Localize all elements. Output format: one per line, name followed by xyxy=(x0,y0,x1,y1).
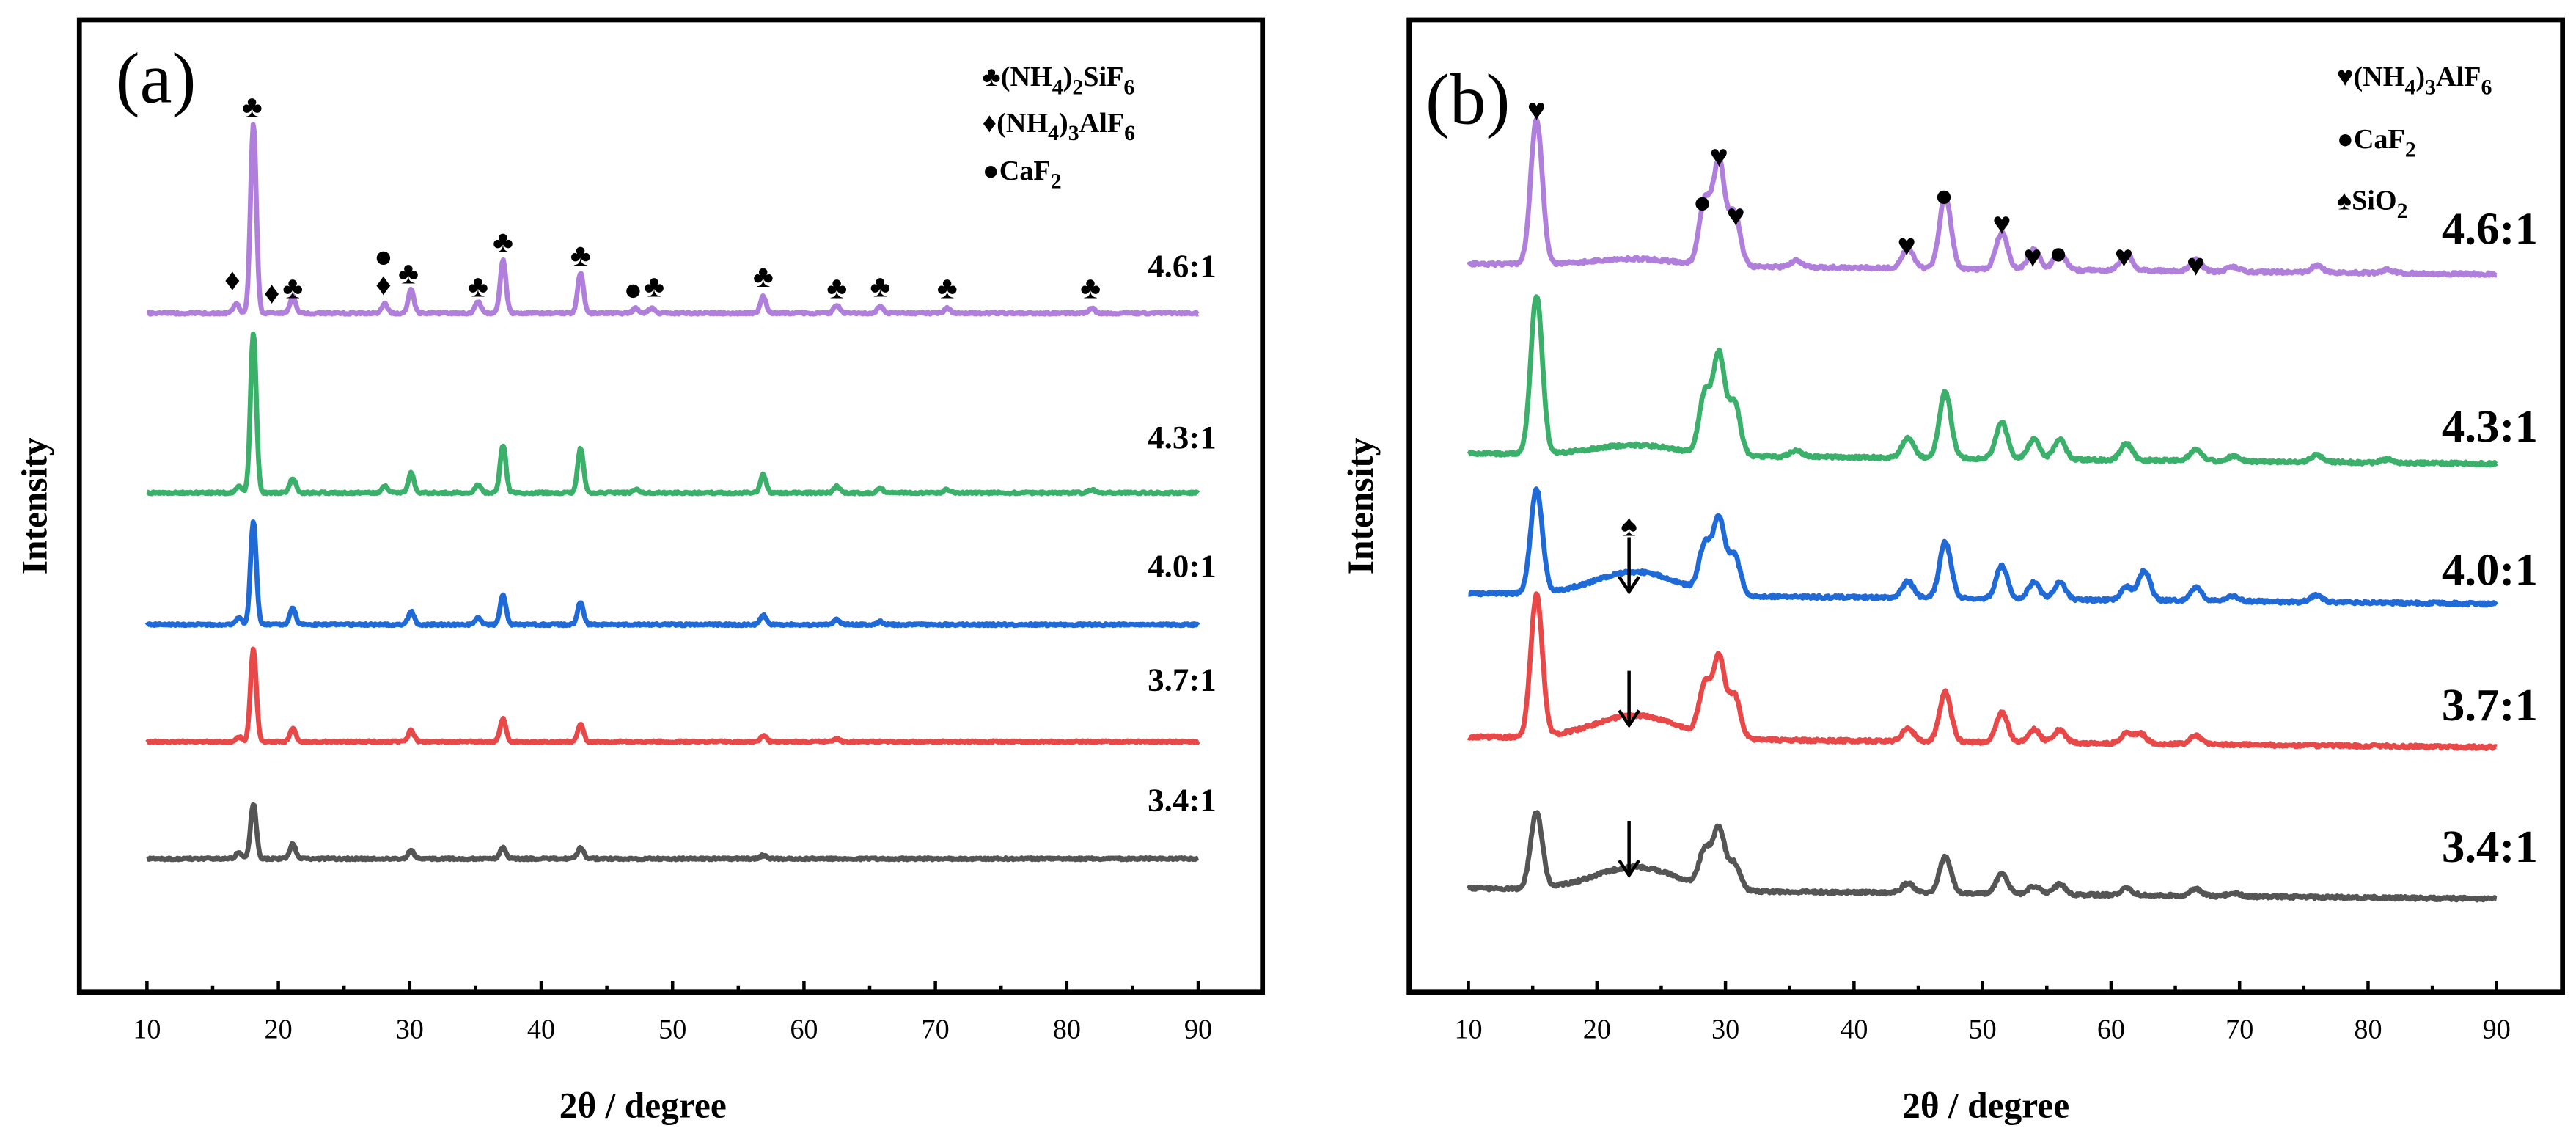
peak-marker: ● xyxy=(1693,185,1712,220)
peak-marker: ♥ xyxy=(2115,239,2133,274)
series-label: 3.7:1 xyxy=(2442,679,2538,731)
peak-marker: ♦ xyxy=(224,262,241,297)
legend-entry: ●CaF2​ xyxy=(983,155,1062,193)
series-label: 4.6:1 xyxy=(1148,248,1217,285)
series-label: 4.6:1 xyxy=(2442,203,2538,255)
x-tick-label: 30 xyxy=(1711,1014,1739,1045)
x-tick-label: 60 xyxy=(790,1014,818,1045)
x-tick-label: 10 xyxy=(133,1014,161,1045)
peak-marker: ● xyxy=(624,272,643,307)
series-line-4.3-1 xyxy=(145,331,1200,497)
panel-b: 10 20 30 40 50 60 70 80 90 2θ / degree Intensity (b… xyxy=(1340,17,2565,1126)
peak-marker: ♥ xyxy=(1726,198,1744,233)
legend-entry: ♣(NH4​)2​SiF6​ xyxy=(983,61,1135,99)
peak-marker: ♣ xyxy=(937,271,958,306)
y-axis-label: Intensity xyxy=(1340,437,1381,574)
x-tick-label: 50 xyxy=(1969,1014,1997,1045)
series-label: 3.4:1 xyxy=(2442,821,2538,872)
x-axis-label: 2θ / degree xyxy=(559,1086,727,1126)
peak-marker: ♣ xyxy=(493,224,513,260)
legend-entry: ♠SiO2​ xyxy=(2337,184,2408,222)
x-tick-label: 40 xyxy=(527,1014,555,1045)
series-label: 4.0:1 xyxy=(1148,547,1217,584)
peak-marker: ♣ xyxy=(468,268,488,304)
y-axis-label: Intensity xyxy=(14,437,54,574)
peak-marker: ♣ xyxy=(644,268,664,304)
series-label: 4.3:1 xyxy=(1148,419,1217,456)
series-label: 4.3:1 xyxy=(2442,400,2538,452)
peak-marker: ♠ xyxy=(1621,508,1637,543)
series-line-3.4-1 xyxy=(1466,810,2498,903)
peak-marker: ● xyxy=(1934,178,1953,213)
series-line-3.7-1 xyxy=(145,646,1200,745)
series-label: 3.7:1 xyxy=(1148,662,1217,698)
x-tick-label: 90 xyxy=(2483,1014,2511,1045)
peak-marker: ♥ xyxy=(1992,206,2011,241)
peak-marker: ♣ xyxy=(398,256,419,291)
x-tick-label: 70 xyxy=(922,1014,950,1045)
peak-marker: ♣ xyxy=(242,89,263,125)
peak-marker: ● xyxy=(374,239,393,274)
x-tick-label: 50 xyxy=(658,1014,686,1045)
legend-entry: ♦(NH4​)3​AlF6​ xyxy=(983,107,1136,145)
series-line-4.0-1 xyxy=(144,519,1200,629)
series-line-4.6-1 xyxy=(145,122,1200,317)
plot-frame xyxy=(1406,17,2565,995)
legend-entry: ●CaF2​ xyxy=(2337,123,2416,161)
peak-marker: ♦ xyxy=(264,275,280,310)
x-axis-label: 2θ / degree xyxy=(1902,1086,2069,1126)
peak-marker: ● xyxy=(2049,236,2068,271)
series-label: 3.4:1 xyxy=(1148,782,1217,819)
peak-marker: ♦ xyxy=(375,267,392,302)
x-tick-label: 80 xyxy=(1053,1014,1081,1045)
series-label: 4.0:1 xyxy=(2442,544,2538,596)
legend-entry: ♥(NH4​)3​AlF6​ xyxy=(2337,61,2492,99)
x-tick-label: 30 xyxy=(396,1014,424,1045)
panel-label: (b) xyxy=(1425,60,1510,140)
x-tick-label: 80 xyxy=(2354,1014,2382,1045)
x-tick-label: 10 xyxy=(1454,1014,1482,1045)
peak-marker: ♣ xyxy=(826,271,847,306)
x-tick-label: 90 xyxy=(1184,1014,1212,1045)
down-arrow xyxy=(1618,670,1641,728)
peak-marker: ♥ xyxy=(1710,139,1728,174)
peak-marker: ♣ xyxy=(753,259,774,294)
series-line-3.4-1 xyxy=(145,802,1200,863)
peak-marker: ♥ xyxy=(2023,239,2041,274)
x-tick-label: 70 xyxy=(2225,1014,2253,1045)
panel-a: 10 20 30 40 50 60 70 80 90 2θ / degree Intensity (a… xyxy=(14,17,1266,1126)
peak-marker: ♣ xyxy=(570,238,591,273)
down-arrow xyxy=(1618,821,1641,879)
series-line-4.3-1 xyxy=(1467,294,2499,468)
peak-marker: ♥ xyxy=(1898,227,1916,263)
series-line-3.7-1 xyxy=(1467,591,2498,752)
x-tick-label: 20 xyxy=(265,1014,293,1045)
x-tick-label: 40 xyxy=(1840,1014,1868,1045)
peak-marker: ♥ xyxy=(2187,247,2205,282)
panel-label: (a) xyxy=(116,38,197,118)
series-line-4.0-1 xyxy=(1467,486,2499,608)
peak-marker: ♣ xyxy=(1080,271,1101,306)
x-tick-label: 20 xyxy=(1583,1014,1611,1045)
peak-marker: ♥ xyxy=(1527,92,1546,128)
x-tick-label: 60 xyxy=(2097,1014,2125,1045)
series-line-4.6-1 xyxy=(1467,117,2498,278)
down-arrow xyxy=(1618,537,1641,595)
peak-marker: ♣ xyxy=(282,271,303,306)
peak-marker: ♣ xyxy=(870,268,890,304)
